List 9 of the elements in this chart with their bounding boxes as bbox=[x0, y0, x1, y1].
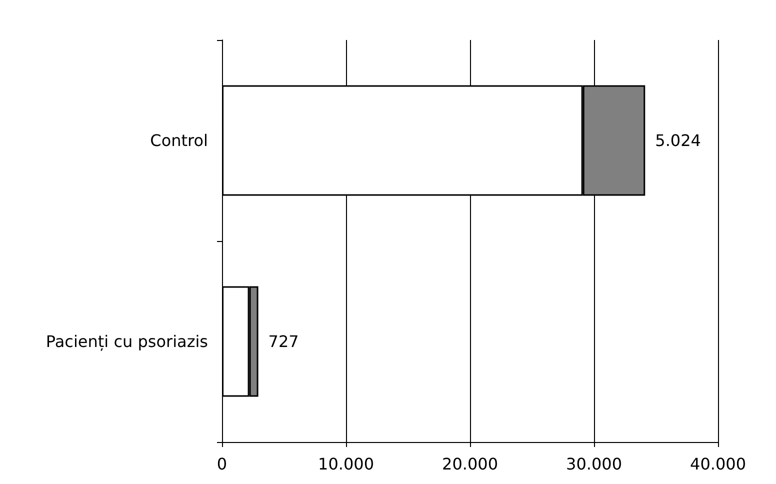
data-label: 727 bbox=[268, 332, 299, 351]
y-tick-label: Pacienți cu psoriazis bbox=[46, 332, 208, 351]
x-tick-label: 20.000 bbox=[442, 454, 498, 474]
x-tick-label: 30.000 bbox=[566, 454, 622, 474]
x-tick-label: 10.000 bbox=[318, 454, 374, 474]
y-tick-label: Control bbox=[150, 131, 208, 150]
x-tick-label: 0 bbox=[216, 454, 228, 474]
x-tick-label: 40.000 bbox=[690, 454, 746, 474]
data-label: 5.024 bbox=[655, 131, 701, 150]
